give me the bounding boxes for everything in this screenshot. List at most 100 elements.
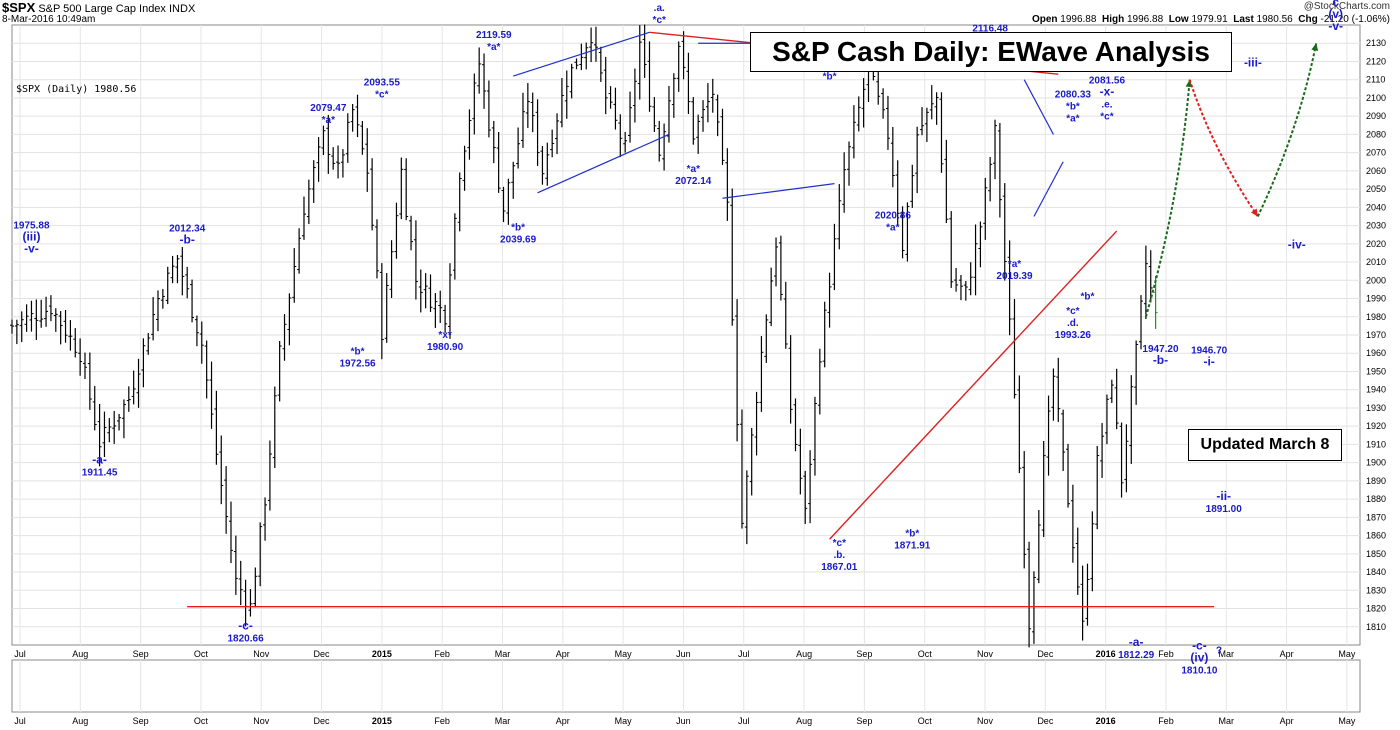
wave-label: 2134.72 [641,0,678,2]
wave-label: 1947.20 [1142,344,1179,355]
wave-label: 1871.91 [894,541,931,552]
wave-label: *a* [886,223,899,234]
wave-label: *c* [1066,306,1079,317]
blue-trendline [513,31,650,77]
projection-arrow-down-iv-head [1250,208,1258,217]
x-tick-label: Feb [434,649,450,659]
x-tick-label-lower: May [615,716,633,726]
x-tick-label-lower: 2015 [372,716,392,726]
y-tick-label: 1990 [1366,294,1386,304]
y-tick-label: 2030 [1366,221,1386,231]
y-tick-label: 2010 [1366,257,1386,267]
y-tick-label: 2080 [1366,129,1386,139]
x-tick-label-lower: Feb [1158,716,1174,726]
wave-label: 1972.56 [339,358,376,369]
wave-label: 1820.66 [228,634,265,645]
y-tick-label: 1820 [1366,604,1386,614]
y-tick-label: 1950 [1366,366,1386,376]
wave-label: 2039.69 [500,234,537,245]
wave-label: -i- [1203,355,1214,369]
y-tick-label: 2110 [1366,75,1385,85]
wave-label: (iv) [1190,651,1208,665]
x-tick-label-lower: Apr [1280,716,1294,726]
quote-summary: Open 1996.88 High 1996.88 Low 1979.91 La… [1032,14,1390,25]
wave-label: 1867.01 [821,562,858,573]
x-tick-label-lower: Sep [856,716,872,726]
x-tick-label: Dec [314,649,331,659]
x-tick-label: Jul [738,649,750,659]
wave-label: *c* [653,15,666,26]
update-note-box: Updated March 8 [1188,429,1342,461]
x-tick-label-lower: Apr [556,716,570,726]
x-tick-label: 2016 [1096,649,1116,659]
y-tick-label: 1810 [1366,622,1386,632]
wave-label: -c- [1192,639,1207,653]
wave-label: .d. [1067,318,1079,329]
y-tick-label: 2050 [1366,184,1386,194]
y-tick-label: 1890 [1366,476,1386,486]
x-tick-label-lower: Nov [253,716,270,726]
wave-label: 1810.10 [1181,666,1218,677]
index-name: S&P 500 Large Cap Index [38,3,166,15]
wave-label: 1993.26 [1055,330,1092,341]
wave-label: -iii- [1244,56,1262,70]
wave-label: 2080.33 [1055,89,1092,100]
projection-arrow-down-iv [1188,79,1259,218]
open-value: 1996.88 [1060,14,1097,25]
wave-label: 2119.59 [476,30,512,41]
x-tick-label-lower: Oct [918,716,933,726]
wave-label: -a- [92,453,107,467]
y-tick-label: 1850 [1366,549,1386,559]
wave-label: 2093.55 [364,78,401,89]
wave-label: 1946.70 [1191,346,1228,357]
wave-label: .b. [833,550,845,561]
y-tick-label: 2040 [1366,202,1386,212]
wave-label: *b* [905,529,919,540]
x-tick-label-lower: Mar [495,716,511,726]
y-tick-label: 1880 [1366,494,1386,504]
wave-label: *x* [438,330,451,341]
wave-label: 1975.88 [13,221,50,232]
last-value: 1980.56 [1256,14,1293,25]
x-tick-label: Oct [194,649,209,659]
x-tick-label-lower: 2016 [1096,716,1116,726]
wave-label: *c* [375,90,388,101]
x-tick-label: Jul [14,649,26,659]
projection-arrow-up-v-head [1311,43,1319,51]
wave-label: 2020.86 [875,211,912,222]
projection-arrow-up-v [1256,43,1318,217]
wave-label: 2081.56 [1089,75,1126,86]
y-tick-label: 1870 [1366,512,1386,522]
chart-header-title: $SPX S&P 500 Large Cap Index INDX [2,0,195,15]
x-tick-label-lower: Dec [314,716,331,726]
copyright: @StockCharts.com [1303,1,1390,12]
wave-label: *a* [1008,259,1021,270]
wave-label: ? [1216,645,1222,656]
wave-label: *b* [823,71,837,82]
wave-label: *c* [833,538,846,549]
wave-label: *a* [1066,113,1079,124]
chart-legend: $SPX (Daily) 1980.56 [16,84,137,95]
x-tick-label: 2015 [372,649,392,659]
x-tick-label-lower: Jun [676,716,691,726]
high-value: 1996.88 [1127,14,1164,25]
x-tick-label: May [615,649,633,659]
wave-label: -v- [24,242,39,256]
x-tick-label-lower: Aug [72,716,88,726]
y-tick-label: 2020 [1366,239,1386,249]
wave-label: *b* [1081,292,1095,303]
wave-label: 2116.48 [972,24,1008,35]
blue-trendline [537,133,670,194]
open-label: Open [1031,14,1058,25]
wave-label: c [1332,0,1339,9]
wave-label: *b* [1066,101,1080,112]
x-tick-label: Aug [796,649,812,659]
wave-label: 1980.90 [427,342,464,353]
blue-trendline [1023,79,1054,135]
wave-label: 1911.45 [82,468,118,479]
wave-label: *a* [487,42,500,53]
x-tick-label: Apr [1280,649,1294,659]
x-tick-label: Mar [1219,649,1235,659]
y-tick-label: 1900 [1366,458,1386,468]
